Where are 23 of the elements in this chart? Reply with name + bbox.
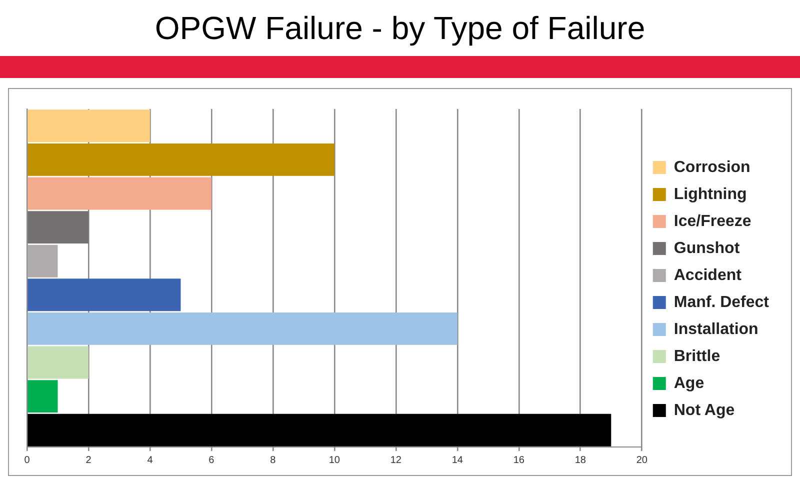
x-tick-label: 10: [328, 454, 340, 466]
legend-label: Manf. Defect: [674, 294, 770, 311]
legend-label: Brittle: [674, 348, 720, 365]
legend-label: Corrosion: [674, 158, 750, 176]
x-tick-label: 2: [86, 454, 92, 466]
legend-label: Gunshot: [674, 240, 740, 257]
chart-title: OPGW Failure - by Type of Failure: [154, 9, 646, 48]
x-tick-label: 0: [24, 454, 30, 466]
chart-frame: Corrosion Lightning Ice/Freeze Gunshot Accident Manf. Defect Installation Brittle Age Not Age 0 2 4 6 8 10 12 14 16 18 20: [8, 88, 792, 476]
legend-label: Age: [674, 374, 704, 392]
legend-label: Accident: [674, 266, 742, 284]
legend-label: Not Age: [674, 402, 735, 419]
x-tick-label: 20: [636, 454, 648, 466]
legend-label: Lightning: [674, 186, 747, 203]
x-tick-label: 18: [574, 454, 586, 466]
legend-label: Ice/Freeze: [674, 212, 752, 230]
x-tick-label: 4: [147, 454, 154, 466]
x-tick-label: 6: [208, 454, 215, 466]
x-tick-label: 8: [270, 454, 276, 466]
legend-label: Installation: [674, 320, 758, 338]
x-tick-label: 12: [390, 454, 402, 466]
x-tick-label: 14: [452, 454, 464, 466]
x-tick-label: 16: [513, 454, 525, 466]
